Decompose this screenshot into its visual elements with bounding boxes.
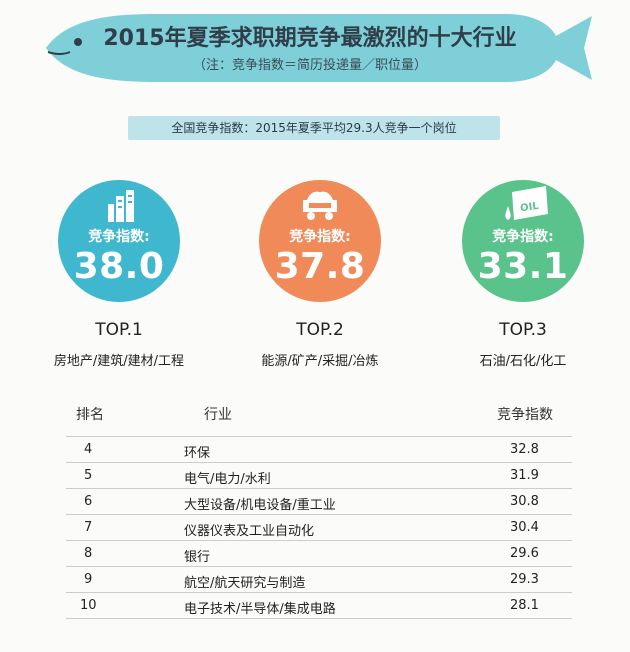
row-divider xyxy=(66,592,572,593)
row-divider xyxy=(66,436,572,437)
oil-can-icon: OIL xyxy=(505,186,548,220)
top2-index-label: 竞争指数: xyxy=(289,229,351,245)
row-divider xyxy=(66,618,572,619)
table-header-industry: 行业 xyxy=(204,407,232,423)
oil-can-text: OIL xyxy=(520,201,541,215)
row-industry: 环保 xyxy=(184,446,211,461)
fish-banner xyxy=(46,14,592,82)
row-index: 31.9 xyxy=(510,468,539,483)
row-rank: 10 xyxy=(80,598,97,613)
table-header-rank: 排名 xyxy=(76,407,104,423)
row-rank: 4 xyxy=(84,442,93,457)
row-index: 30.8 xyxy=(510,494,539,509)
row-industry: 航空/航天研究与制造 xyxy=(184,576,306,591)
row-index: 32.8 xyxy=(510,442,539,457)
row-rank: 9 xyxy=(84,572,93,587)
fish-eye xyxy=(74,38,82,46)
top1-industry: 房地产/建筑/建材/工程 xyxy=(53,354,185,369)
top2-circle: 竞争指数: 37.8 xyxy=(259,180,381,302)
row-industry: 电气/电力/水利 xyxy=(184,472,271,487)
fish-mouth xyxy=(47,51,71,55)
national-index-note: 全国竞争指数：2015年夏季平均29.3人竞争一个岗位 xyxy=(128,116,500,140)
row-divider xyxy=(66,462,572,463)
top1-index-value: 38.0 xyxy=(73,246,165,287)
row-index: 28.1 xyxy=(510,598,539,613)
table-header-index: 竞争指数 xyxy=(497,407,553,423)
top2-industry: 能源/矿产/采掘/冶炼 xyxy=(261,354,379,369)
row-divider xyxy=(66,514,572,515)
top3-circle: OIL 竞争指数: 33.1 xyxy=(462,180,584,302)
top3-index-label: 竞争指数: xyxy=(492,229,554,245)
row-industry: 大型设备/机电设备/重工业 xyxy=(184,498,336,513)
row-divider xyxy=(66,540,572,541)
row-industry: 银行 xyxy=(184,550,211,565)
row-index: 29.3 xyxy=(510,572,539,587)
row-rank: 5 xyxy=(84,468,93,483)
row-industry: 电子技术/半导体/集成电路 xyxy=(184,602,336,617)
top2-index-value: 37.8 xyxy=(274,246,366,287)
top3-rank: TOP.3 xyxy=(499,320,547,340)
row-divider xyxy=(66,488,572,489)
top2-rank: TOP.2 xyxy=(296,320,344,340)
page-subtitle: （注：竞争指数＝简历投递量／职位量） xyxy=(192,58,427,73)
top1-rank: TOP.1 xyxy=(95,320,143,340)
top3-industry: 石油/石化/化工 xyxy=(479,354,567,369)
mine-cart-icon xyxy=(303,191,337,220)
row-industry: 仪器仪表及工业自动化 xyxy=(184,524,315,539)
row-rank: 8 xyxy=(84,546,93,561)
top3-index-value: 33.1 xyxy=(477,246,569,287)
row-divider xyxy=(66,566,572,567)
fish-body xyxy=(46,14,592,82)
row-rank: 7 xyxy=(84,520,93,535)
top1-index-label: 竞争指数: xyxy=(88,229,150,245)
top1-circle: 竞争指数: 38.0 xyxy=(58,180,180,302)
row-rank: 6 xyxy=(84,494,93,509)
row-index: 29.6 xyxy=(510,546,539,561)
building-icon xyxy=(108,190,134,222)
row-index: 30.4 xyxy=(510,520,539,535)
page-title: 2015年夏季求职期竞争最激烈的十大行业 xyxy=(103,26,517,51)
